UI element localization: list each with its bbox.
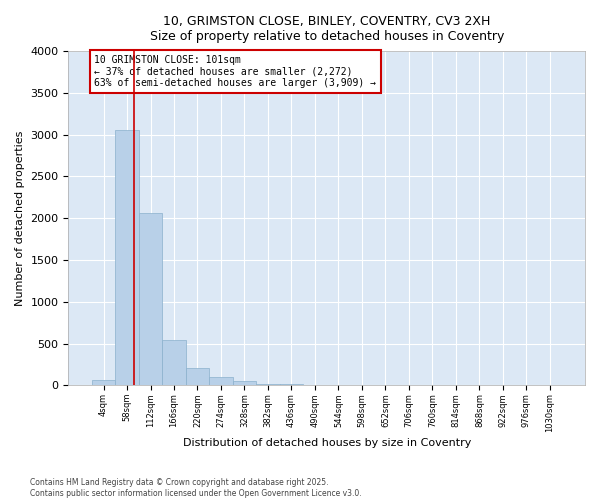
Bar	[163, 340, 185, 386]
Text: Contains HM Land Registry data © Crown copyright and database right 2025.
Contai: Contains HM Land Registry data © Crown c…	[30, 478, 362, 498]
Title: 10, GRIMSTON CLOSE, BINLEY, COVENTRY, CV3 2XH
Size of property relative to detac: 10, GRIMSTON CLOSE, BINLEY, COVENTRY, CV…	[149, 15, 504, 43]
Bar	[186, 368, 209, 386]
Bar	[209, 378, 233, 386]
Y-axis label: Number of detached properties: Number of detached properties	[15, 130, 25, 306]
Bar	[115, 130, 139, 386]
Bar	[280, 384, 303, 386]
Bar	[92, 380, 115, 386]
Text: 10 GRIMSTON CLOSE: 101sqm
← 37% of detached houses are smaller (2,272)
63% of se: 10 GRIMSTON CLOSE: 101sqm ← 37% of detac…	[94, 56, 376, 88]
Bar	[139, 213, 162, 386]
Bar	[233, 380, 256, 386]
X-axis label: Distribution of detached houses by size in Coventry: Distribution of detached houses by size …	[182, 438, 471, 448]
Bar	[256, 384, 280, 386]
